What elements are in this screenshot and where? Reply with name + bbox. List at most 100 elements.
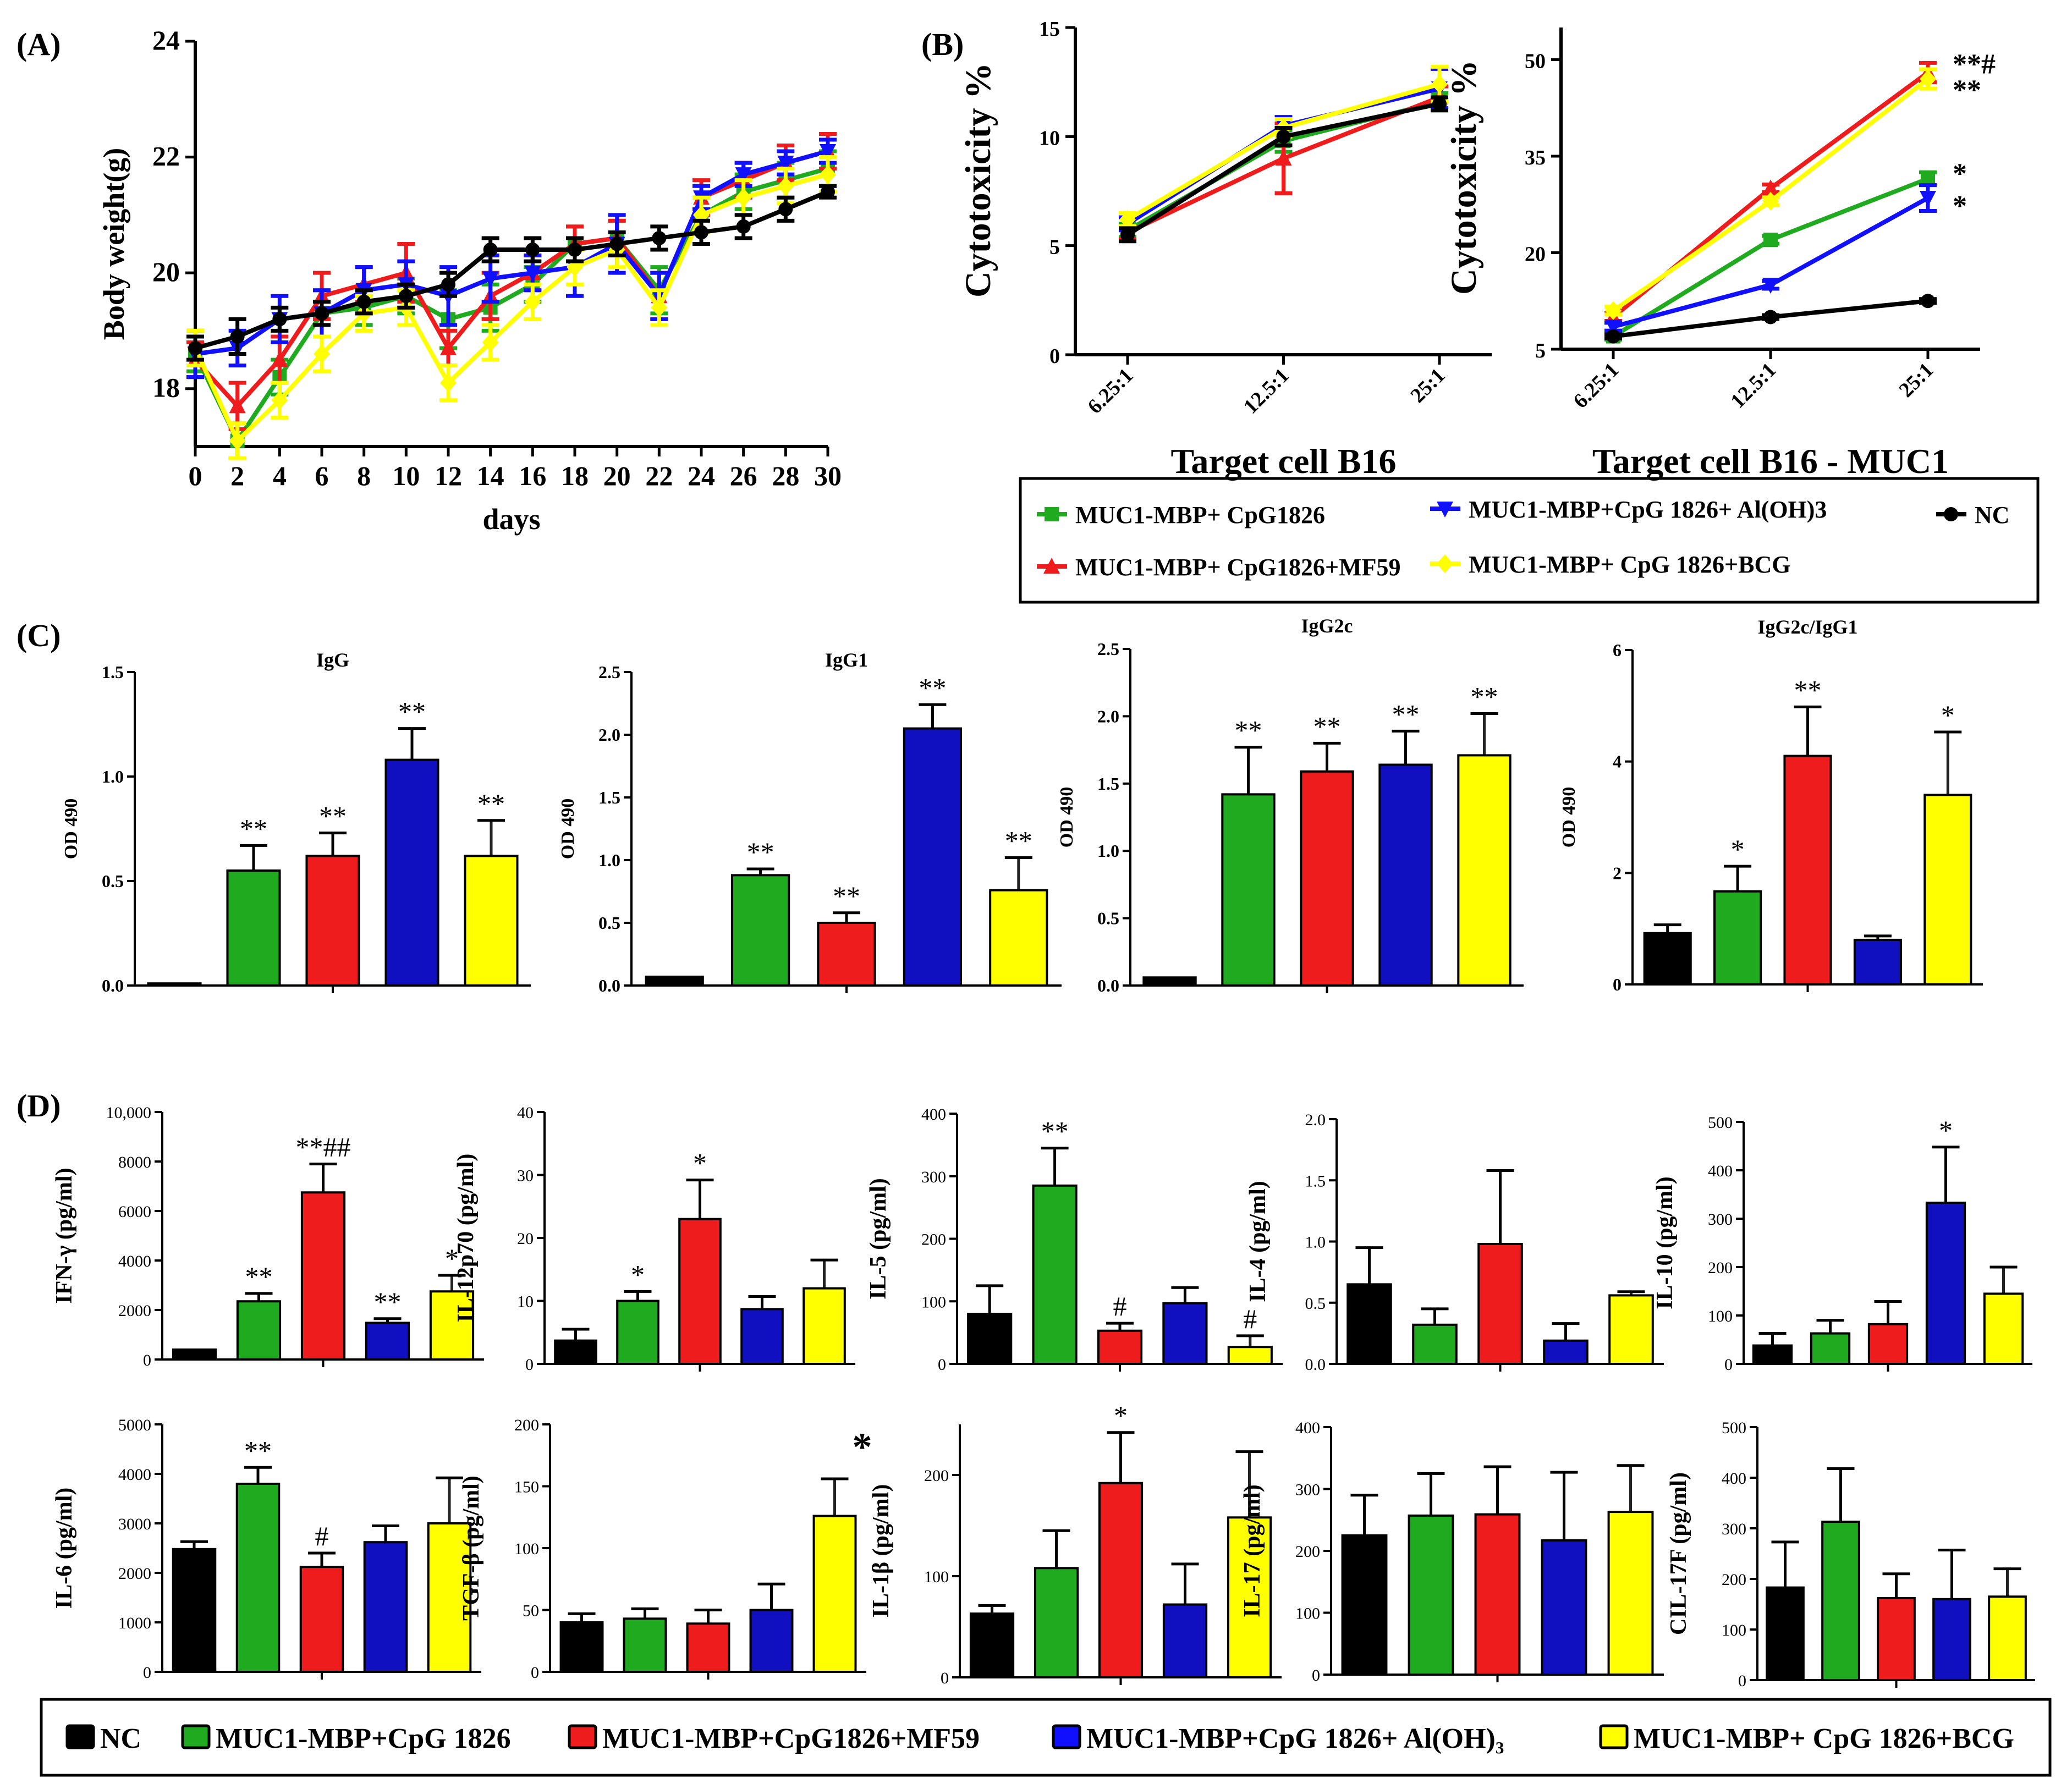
y-tick-label: 1.0 xyxy=(102,767,124,786)
y-axis-label: Cytotoxicity % xyxy=(1444,60,1484,295)
data-point xyxy=(1762,278,1779,294)
y-tick-label: 1.5 xyxy=(1305,1172,1326,1190)
series-3 xyxy=(1604,67,1937,320)
significance-mark: # xyxy=(315,1521,329,1551)
bar xyxy=(749,1609,794,1673)
series-line xyxy=(194,149,829,410)
y-tick-label: 1.5 xyxy=(102,662,124,682)
bar xyxy=(623,1617,667,1673)
legend-b: MUC1-MBP+ CpG1826 MUC1-MBP+CpG 1826+ Al(O… xyxy=(1019,477,2040,604)
series-4 xyxy=(1119,95,1448,244)
legend-b-item: MUC1-MBP+ CpG 1826+BCG xyxy=(1430,551,1790,578)
y-tick-label: 1000 xyxy=(118,1614,151,1632)
y-tick-label: 20 xyxy=(517,1230,534,1248)
bar xyxy=(1925,1201,1966,1365)
y-tick-label: 200 xyxy=(921,1231,946,1249)
y-tick-label: 50 xyxy=(1525,50,1546,73)
y-tick-label: 10 xyxy=(517,1293,534,1311)
legend-b-item: MUC1-MBP+CpG 1826+ Al(OH)3 xyxy=(1430,496,1827,523)
y-tick-label: 100 xyxy=(921,1293,946,1311)
data-point xyxy=(271,390,288,410)
series-1 xyxy=(1119,84,1448,241)
data-point xyxy=(1605,301,1622,320)
y-tick-label: 15 xyxy=(1039,18,1060,41)
significance-mark: ** xyxy=(1471,681,1498,712)
y-axis-label: Cytotoxicity % xyxy=(958,63,998,298)
significance-mark: ** xyxy=(1953,74,1981,106)
y-axis-label: IL-5 (pg/ml) xyxy=(866,1178,891,1300)
y-tick-label: 1.0 xyxy=(1097,841,1119,861)
bar xyxy=(1142,976,1197,987)
y-tick-label: 35 xyxy=(1525,146,1546,169)
y-tick-label: 2.0 xyxy=(1097,706,1119,726)
y-tick-label: 20 xyxy=(152,256,180,287)
bar xyxy=(967,1313,1013,1365)
y-tick-label: 4 xyxy=(1613,752,1622,772)
chart-C1: (C) 0.0 0.5 1.0 1.5 IgG OD 490 ** ** ** ** xyxy=(17,618,531,995)
y-tick-label: 0 xyxy=(525,1356,534,1374)
significance-mark: ** xyxy=(747,836,774,867)
bar xyxy=(172,1548,217,1674)
data-point xyxy=(1920,69,1936,89)
bar xyxy=(235,1483,281,1673)
bar xyxy=(299,1566,344,1673)
data-point xyxy=(1431,75,1448,94)
significance-mark: ** xyxy=(1313,711,1341,741)
legend-marker xyxy=(1437,502,1453,518)
y-tick-label: 100 xyxy=(924,1568,949,1586)
x-tick-label: 18 xyxy=(561,460,589,491)
y-tick-label: 100 xyxy=(1722,1621,1746,1639)
x-tick-label: 2 xyxy=(230,460,244,491)
data-point xyxy=(1605,320,1622,336)
data-point xyxy=(1763,233,1778,247)
bar xyxy=(1853,938,1902,986)
bar xyxy=(1412,1323,1458,1366)
y-tick-label: 200 xyxy=(1708,1259,1733,1277)
panel-label: (A) xyxy=(17,26,61,62)
y-tick-label: 0 xyxy=(143,1351,151,1369)
x-tick-label: 28 xyxy=(772,460,799,491)
significance-mark: ** xyxy=(1005,825,1032,856)
data-point xyxy=(315,306,329,321)
x-tick-label: 24 xyxy=(688,460,715,491)
legend-swatch xyxy=(568,1724,597,1749)
significance-mark: * xyxy=(1953,190,1967,222)
data-point xyxy=(1606,329,1620,344)
data-point xyxy=(440,339,457,356)
bar xyxy=(1983,1292,2024,1365)
bar xyxy=(300,1191,346,1361)
legend-label: NC xyxy=(100,1723,141,1754)
y-tick-label: 0.5 xyxy=(102,871,124,891)
data-point xyxy=(272,312,287,327)
x-tick-label: 26 xyxy=(730,460,757,491)
data-point xyxy=(399,289,414,304)
legend-d-item: MUC1-MBP+CpG1826+MF59 xyxy=(568,1723,980,1754)
y-tick-label: 0.0 xyxy=(102,976,124,995)
legend-label: MUC1-MBP+CpG 1826+ Al(OH)₃ xyxy=(1086,1723,1504,1754)
bar xyxy=(1821,1521,1860,1682)
x-tick-label: 12.5:1 xyxy=(1239,364,1294,419)
data-point xyxy=(482,271,499,288)
y-tick-label: 1.5 xyxy=(1097,774,1119,794)
bar xyxy=(1227,1346,1273,1366)
bar xyxy=(1408,1514,1454,1676)
legend-label: MUC1-MBP+CpG1826+MF59 xyxy=(602,1723,980,1754)
bar xyxy=(686,1622,730,1673)
y-axis-label: IL-12p70 (pg/ml) xyxy=(453,1154,479,1323)
legend-marker xyxy=(1045,507,1059,521)
legend-b-item: MUC1-MBP+ CpG1826+MF59 xyxy=(1037,554,1401,581)
y-tick-label: 40 xyxy=(517,1104,534,1122)
x-tick-label: 25:1 xyxy=(1894,359,1938,402)
y-tick-label: 5 xyxy=(1049,236,1060,259)
legend-marker xyxy=(1437,554,1453,573)
significance-mark: * xyxy=(1953,158,1967,189)
bar xyxy=(989,889,1048,987)
y-tick-label: 300 xyxy=(1295,1481,1320,1499)
bar xyxy=(1346,1283,1392,1365)
legend-label: MUC1-MBP+CpG 1826+ Al(OH)3 xyxy=(1469,496,1827,523)
x-axis-label: Target cell B16 - MUC1 xyxy=(1592,442,1949,481)
y-tick-label: 4000 xyxy=(118,1466,151,1484)
bar xyxy=(1341,1534,1388,1676)
